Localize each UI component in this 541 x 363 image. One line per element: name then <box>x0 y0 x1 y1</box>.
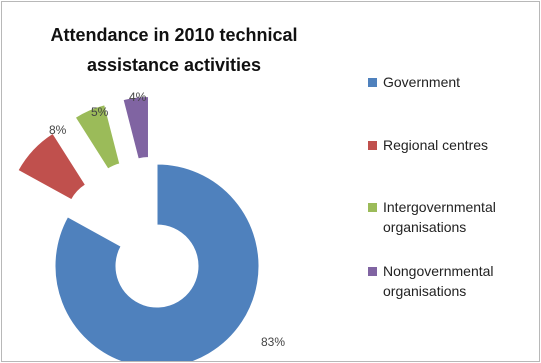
data-label-government: 83% <box>261 335 285 349</box>
data-label-regional-centres: 8% <box>49 123 67 137</box>
slice-government <box>54 163 260 361</box>
slice-regional-centres <box>17 132 87 201</box>
data-label-intergovernmental: 5% <box>91 105 109 119</box>
chart-title: Attendance in 2010 technical assistance … <box>50 25 298 75</box>
slice-intergovernmental <box>74 104 121 170</box>
data-label-nongovernmental: 4% <box>129 90 147 104</box>
slice-nongovernmental <box>122 96 149 160</box>
